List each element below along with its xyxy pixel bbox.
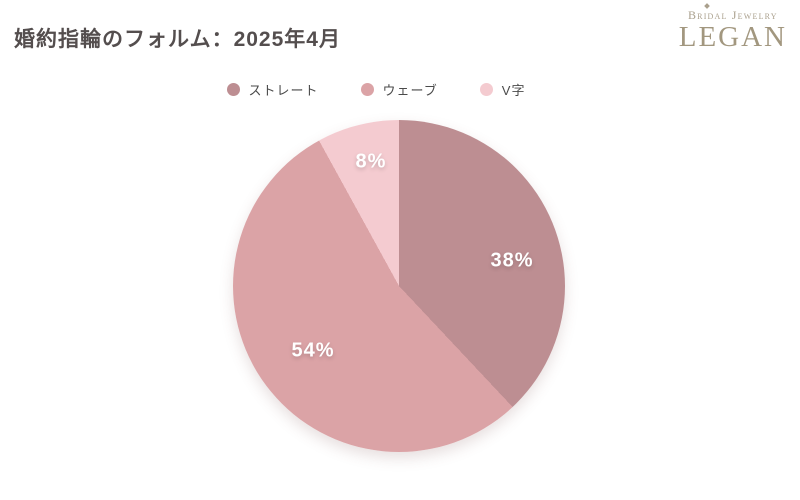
chart-legend: ストレート ウェーブ V字	[0, 80, 776, 99]
pie-slice-label-vshape: 8%	[355, 150, 387, 173]
page-title: 婚約指輪のフォルム：2025年4月	[14, 28, 341, 51]
brand-name: LEGAN	[678, 21, 787, 53]
legend-item-vshape: V字	[479, 80, 526, 99]
legend-swatch-vshape	[479, 83, 493, 96]
brand-tagline-text: Bridal Jewelry	[687, 8, 778, 22]
legend-label-wave: ウェーブ	[382, 83, 438, 98]
legend-label-vshape: V字	[501, 83, 526, 98]
brand-tagline: Bridal Jewelry	[679, 3, 787, 23]
legend-swatch-wave	[360, 83, 374, 96]
legend-item-wave: ウェーブ	[360, 80, 438, 99]
pie-slice-label-wave: 54%	[291, 339, 335, 362]
brand-logo: Bridal Jewelry LEGAN	[678, 3, 787, 53]
legend-swatch-straight	[226, 83, 240, 96]
pie-slice-label-straight: 38%	[490, 249, 534, 272]
pie-chart: 38% 54% 8%	[233, 120, 565, 452]
legend-item-straight: ストレート	[226, 80, 319, 99]
legend-label-straight: ストレート	[248, 83, 319, 98]
